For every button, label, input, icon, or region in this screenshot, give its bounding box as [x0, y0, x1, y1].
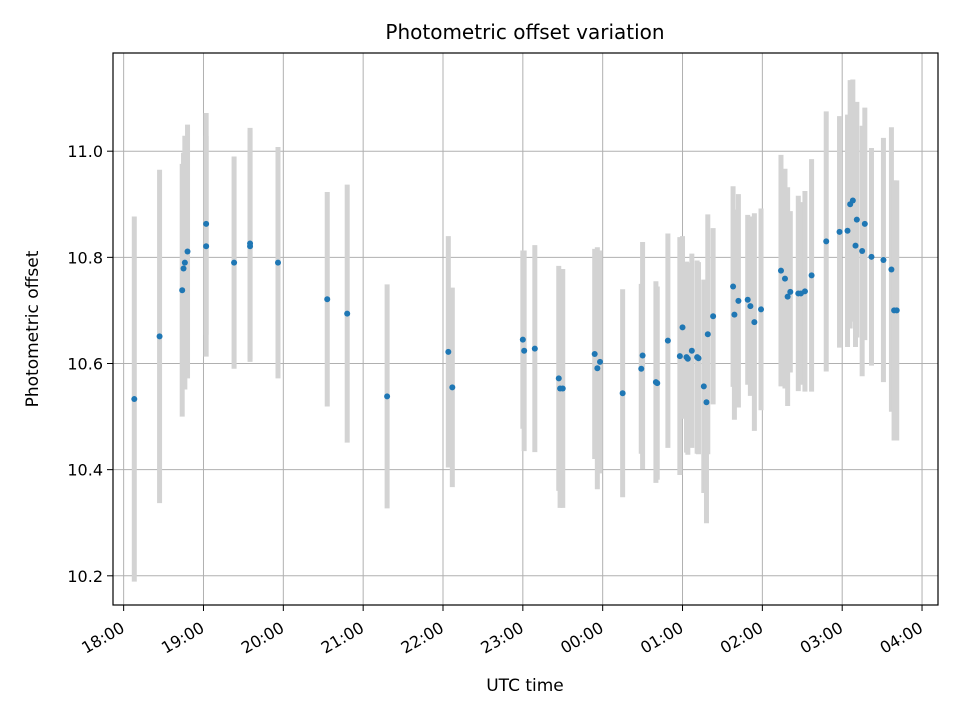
x-tick-label: 02:00: [717, 618, 766, 658]
data-point: [449, 384, 456, 391]
data-point: [591, 350, 598, 357]
data-point: [823, 238, 830, 245]
point-layer: [131, 197, 900, 406]
data-point: [868, 253, 875, 260]
data-point: [179, 287, 186, 294]
data-point: [747, 303, 754, 310]
data-point: [704, 331, 711, 338]
data-point: [521, 347, 528, 354]
data-point: [654, 380, 661, 387]
data-point: [203, 220, 210, 227]
data-point: [559, 385, 566, 392]
data-point: [859, 247, 866, 254]
data-point: [735, 297, 742, 304]
data-point: [324, 296, 331, 303]
x-axis-title: UTC time: [486, 676, 564, 696]
data-point: [639, 352, 646, 359]
data-point: [344, 310, 351, 317]
data-point: [519, 336, 526, 343]
data-point: [836, 228, 843, 235]
x-tick-label: 03:00: [797, 618, 846, 658]
data-point: [384, 393, 391, 400]
data-point: [730, 283, 737, 290]
x-tick-label: 04:00: [877, 618, 926, 658]
data-point: [861, 220, 868, 227]
data-point: [597, 358, 604, 365]
data-point: [703, 399, 710, 406]
data-point: [594, 365, 601, 372]
data-point: [777, 267, 784, 274]
data-point: [180, 265, 187, 272]
x-tick-label: 20:00: [238, 618, 287, 658]
data-point: [700, 383, 707, 390]
data-point: [853, 216, 860, 223]
x-axis-ticks: 18:00 19:00 20:00 21:00 22:00 23:00 00:00 01:00…: [78, 605, 926, 658]
x-tick-label: 19:00: [158, 618, 207, 658]
plot-area-frame: [112, 52, 939, 606]
y-tick-label: 11.0: [67, 142, 103, 161]
x-tick-label: 21:00: [318, 618, 367, 658]
data-point: [710, 313, 717, 320]
data-point: [849, 197, 856, 204]
data-point: [758, 306, 765, 313]
y-tick-label: 10.2: [67, 567, 103, 586]
data-point: [247, 240, 254, 247]
y-tick-label: 10.4: [67, 461, 103, 480]
data-point: [184, 248, 191, 255]
data-point: [844, 227, 851, 234]
data-point: [684, 355, 691, 362]
data-point: [888, 266, 895, 273]
x-tick-label: 18:00: [78, 618, 127, 658]
data-point: [784, 293, 791, 300]
data-point: [231, 259, 238, 266]
data-point: [880, 257, 887, 263]
data-point: [744, 296, 751, 303]
data-point: [131, 396, 138, 403]
data-point: [787, 288, 794, 295]
x-tick-label: 23:00: [477, 618, 526, 658]
data-point: [555, 375, 562, 382]
data-point: [852, 242, 859, 249]
chart-title: Photometric offset variation: [385, 20, 664, 44]
y-tick-label: 10.8: [67, 248, 103, 267]
data-point: [275, 259, 281, 266]
data-point: [619, 390, 626, 397]
data-point: [808, 272, 815, 279]
data-point: [781, 275, 788, 282]
data-point: [731, 311, 738, 318]
data-point: [676, 353, 683, 360]
data-point: [695, 355, 702, 362]
x-tick-label: 00:00: [557, 618, 606, 658]
data-point: [893, 307, 900, 314]
y-axis-ticks: 10.2 10.4 10.6 10.8 11.0: [67, 142, 113, 586]
y-axis-title: Photometric offset: [23, 250, 43, 407]
data-point: [664, 337, 671, 344]
y-tick-label: 10.6: [67, 355, 103, 374]
data-point: [688, 347, 695, 354]
data-point: [679, 324, 686, 331]
data-point: [801, 288, 808, 295]
data-point: [203, 243, 210, 250]
x-tick-label: 22:00: [398, 618, 447, 658]
data-point: [445, 348, 452, 355]
x-tick-label: 01:00: [637, 618, 686, 658]
data-point: [181, 259, 188, 266]
data-point: [751, 319, 758, 326]
data-point: [156, 333, 163, 340]
data-point: [531, 345, 538, 352]
data-point: [638, 365, 645, 372]
errorbar-layer: [131, 79, 900, 582]
